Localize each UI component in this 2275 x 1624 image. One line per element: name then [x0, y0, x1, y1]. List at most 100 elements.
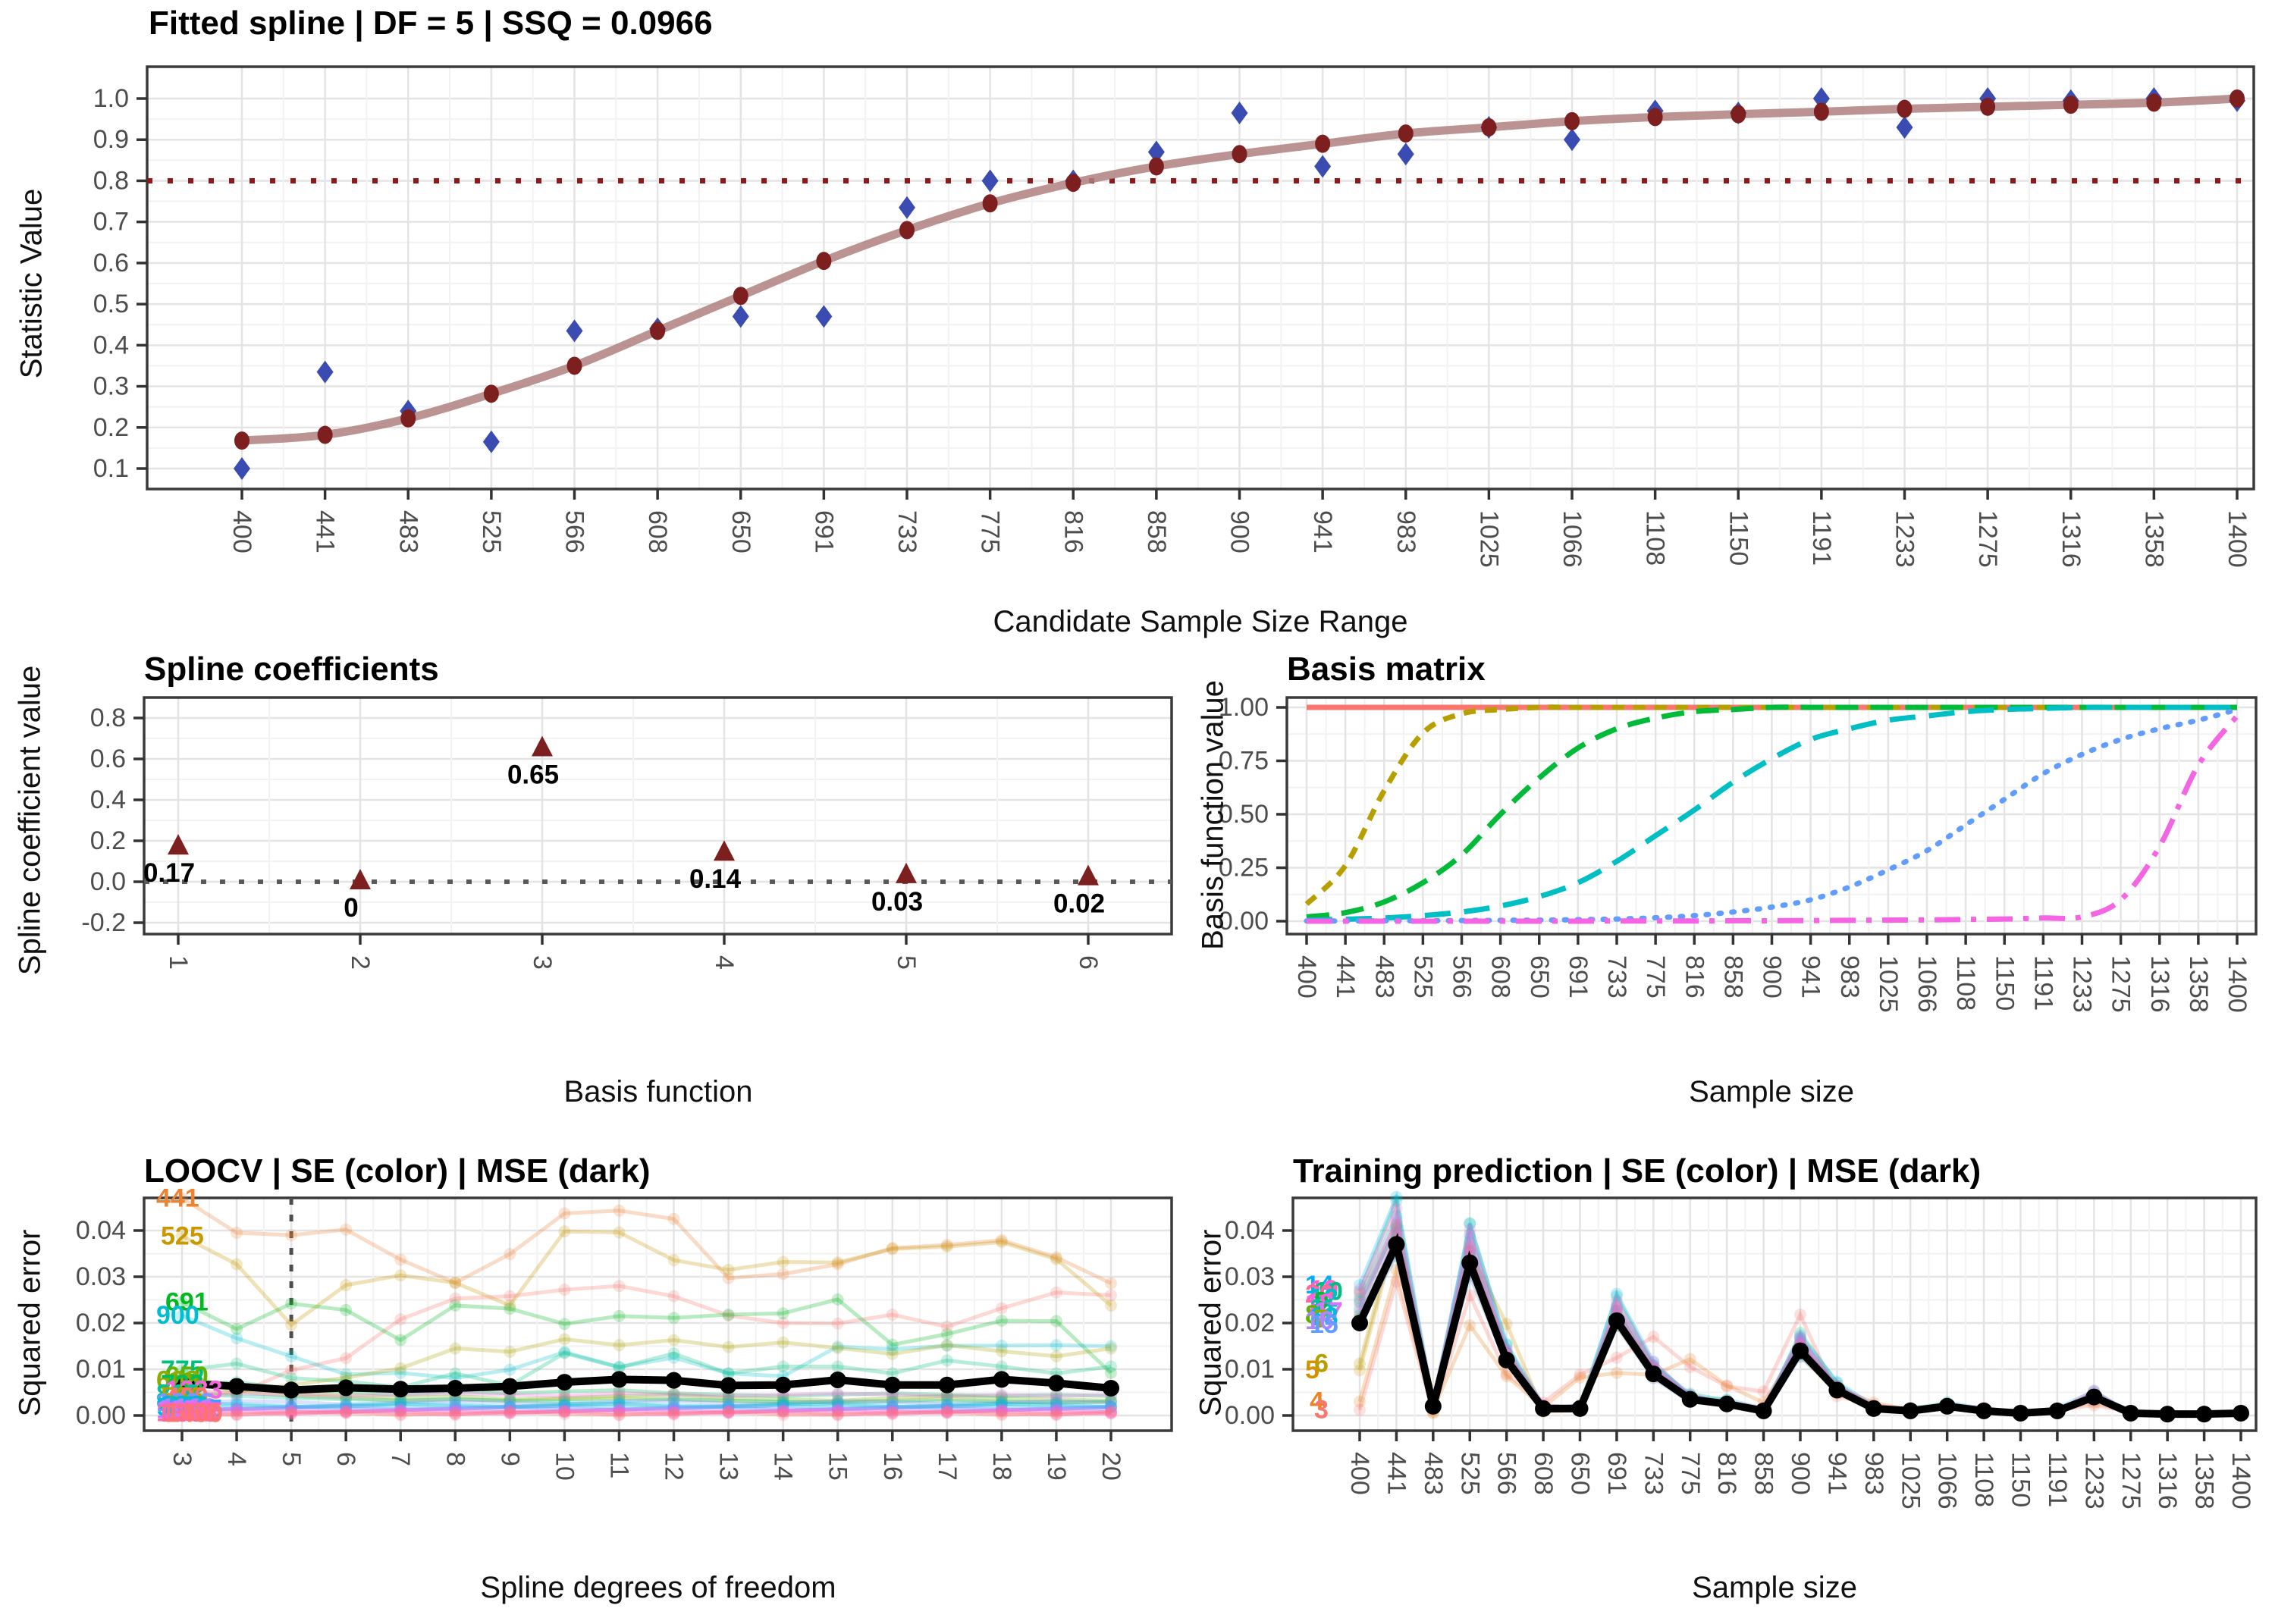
svg-text:691: 691: [1564, 955, 1592, 999]
svg-text:566: 566: [1448, 955, 1476, 999]
se-line-1191: [181, 1406, 1112, 1415]
svg-text:0.01: 0.01: [1225, 1355, 1275, 1384]
svg-text:1025: 1025: [1874, 955, 1903, 1013]
training-prediction-plot: 400 441 483 525 566 608 650 691 733 775 816 858 900 9…: [1225, 1190, 2258, 1510]
svg-text:0.02: 0.02: [76, 1309, 126, 1337]
series-label-3: 3: [1314, 1396, 1329, 1425]
svg-text:941: 941: [1796, 955, 1825, 999]
svg-text:1400: 1400: [2223, 510, 2251, 568]
svg-text:858: 858: [1718, 955, 1747, 999]
svg-text:0.5: 0.5: [93, 290, 129, 318]
svg-text:1066: 1066: [1913, 955, 1941, 1013]
svg-text:775: 775: [1676, 1452, 1705, 1495]
svg-text:1316: 1316: [2057, 510, 2085, 568]
svg-text:400: 400: [1345, 1452, 1374, 1495]
coefficient-label: 0.17: [143, 858, 195, 888]
se-line-1233: [181, 1387, 1112, 1398]
spline-coefficients-title: Spline coefficients: [144, 651, 439, 688]
svg-text:858: 858: [1749, 1452, 1778, 1495]
series-label-525: 525: [161, 1221, 204, 1250]
svg-text:941: 941: [1822, 1452, 1851, 1495]
svg-text:0.2: 0.2: [90, 826, 126, 855]
basis-matrix-ylabel: Basis function value: [1196, 680, 1230, 950]
se-line-525: [180, 1229, 1112, 1328]
series-label-19: 19: [1310, 1275, 1338, 1304]
series-label-1275: 1275: [165, 1397, 223, 1426]
svg-text:0.4: 0.4: [93, 331, 129, 359]
svg-text:10: 10: [550, 1452, 579, 1481]
series-label-650: 650: [165, 1362, 209, 1390]
svg-text:608: 608: [643, 510, 672, 553]
se-line-650: [181, 1374, 1112, 1403]
series-label-733: 733: [161, 1370, 204, 1399]
svg-text:3: 3: [168, 1452, 196, 1466]
series-label-8: 8: [1305, 1300, 1320, 1329]
series-label-566: 566: [161, 1382, 204, 1411]
coefficient-label: 0.65: [507, 760, 559, 790]
svg-text:5: 5: [277, 1452, 306, 1466]
svg-text:1025: 1025: [1474, 510, 1503, 568]
svg-text:0.9: 0.9: [93, 125, 129, 154]
svg-text:8: 8: [441, 1452, 469, 1466]
spline-coefficients-ylabel: Spline coefficient value: [13, 665, 47, 976]
basis-matrix-plot: 400 441 483 525 566 608 650 691 733 775 816 858 900 9…: [1219, 693, 2258, 1013]
svg-text:0.02: 0.02: [1225, 1309, 1275, 1337]
svg-text:0.6: 0.6: [90, 745, 126, 773]
svg-text:-0.2: -0.2: [81, 908, 126, 937]
svg-text:1150: 1150: [1990, 955, 2019, 1011]
series-label-1316: 1316: [156, 1398, 214, 1427]
fitted-spline-title: Fitted spline | DF = 5 | SSQ = 0.0966: [149, 5, 713, 42]
series-label-11: 11: [1310, 1293, 1337, 1322]
svg-text:0.01: 0.01: [76, 1355, 126, 1384]
svg-text:1233: 1233: [2079, 1452, 2108, 1510]
svg-text:13: 13: [714, 1452, 743, 1481]
series-label-7: 7: [1314, 1305, 1329, 1334]
svg-text:0.4: 0.4: [90, 785, 126, 814]
basis-matrix-xlabel: Sample size: [1689, 1075, 1854, 1108]
svg-text:566: 566: [560, 510, 589, 553]
fitted-spline-ylabel: Statistic Value: [14, 188, 49, 379]
svg-text:1108: 1108: [1969, 1452, 1998, 1507]
svg-text:483: 483: [1370, 955, 1398, 999]
basis-6-curve: [1307, 714, 2239, 924]
svg-text:1191: 1191: [2029, 955, 2057, 1011]
coefficient-marker: [532, 735, 553, 757]
series-label-14: 14: [1305, 1271, 1334, 1300]
svg-text:0.25: 0.25: [1219, 854, 1269, 883]
basis-3-curve: [1306, 704, 2237, 920]
se-line-1025: [181, 1404, 1112, 1412]
svg-text:441: 441: [311, 510, 340, 553]
svg-text:691: 691: [809, 510, 838, 553]
se-line-775: [181, 1350, 1112, 1390]
svg-text:18: 18: [987, 1452, 1016, 1481]
svg-text:983: 983: [1392, 510, 1420, 553]
svg-text:1191: 1191: [2043, 1452, 2072, 1507]
svg-text:1275: 1275: [2117, 1452, 2145, 1510]
se-line-566: [181, 1337, 1112, 1399]
mse-line: [181, 1375, 1112, 1394]
svg-text:941: 941: [1308, 510, 1337, 553]
series-label-1025: 1025: [165, 1394, 223, 1423]
svg-text:1150: 1150: [1724, 510, 1753, 566]
series-label-858: 858: [165, 1391, 209, 1420]
series-label-10: 10: [1314, 1278, 1343, 1306]
svg-text:12: 12: [660, 1452, 689, 1481]
coefficient-marker: [896, 862, 917, 883]
svg-text:0.03: 0.03: [76, 1262, 126, 1291]
coefficient-label: 0.03: [871, 887, 923, 917]
svg-text:9: 9: [495, 1452, 524, 1466]
svg-text:566: 566: [1492, 1452, 1521, 1495]
svg-text:0.04: 0.04: [76, 1216, 126, 1245]
svg-text:650: 650: [726, 510, 755, 553]
svg-text:400: 400: [1292, 955, 1321, 999]
coefficient-marker: [350, 869, 371, 889]
svg-text:775: 775: [1641, 955, 1670, 999]
svg-text:0.50: 0.50: [1219, 800, 1269, 829]
svg-text:1400: 1400: [2223, 955, 2251, 1013]
coefficient-marker: [1078, 864, 1099, 886]
basis-matrix-title: Basis matrix: [1287, 651, 1486, 688]
svg-text:1233: 1233: [2068, 955, 2097, 1013]
svg-text:6: 6: [331, 1452, 360, 1466]
svg-text:0.00: 0.00: [1219, 907, 1269, 936]
svg-text:900: 900: [1786, 1452, 1815, 1495]
